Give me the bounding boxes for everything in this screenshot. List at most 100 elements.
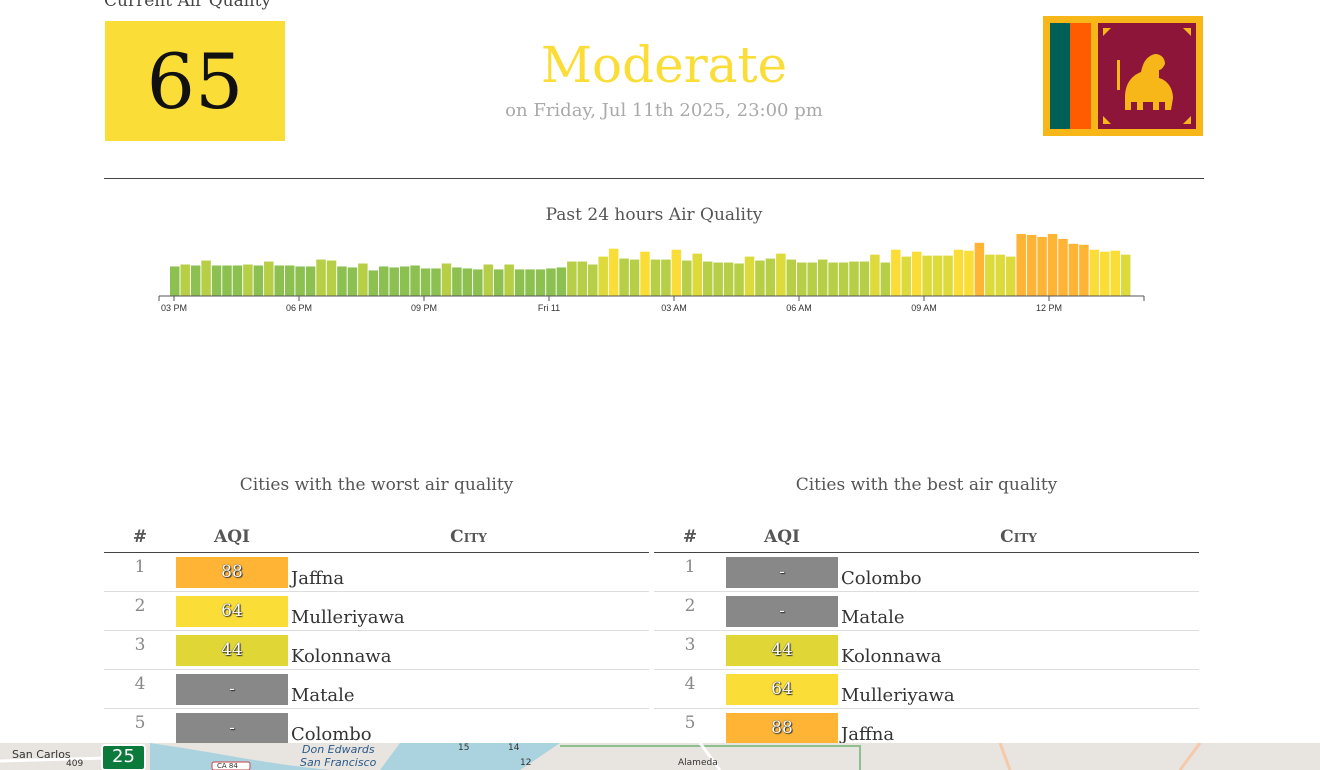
- aqi-badge: -: [176, 673, 288, 705]
- aqi-cell: 44: [176, 630, 288, 670]
- city-link[interactable]: Matale: [838, 591, 1199, 631]
- table-row[interactable]: 3 44 Kolonnawa: [104, 630, 649, 670]
- chart-bar: [483, 264, 493, 296]
- chart-bar: [922, 255, 932, 296]
- table-row[interactable]: 4- Matale: [104, 669, 649, 709]
- chart-x-tick-label: 09 PM: [411, 303, 437, 313]
- chart-bar: [274, 265, 284, 296]
- chart-bar: [723, 262, 734, 296]
- chart-bar: [170, 266, 180, 296]
- aqi-cell: 88: [176, 552, 288, 592]
- city-link[interactable]: Colombo: [288, 708, 649, 748]
- chart-bar: [817, 259, 828, 296]
- table-row[interactable]: 4 64 Mulleriyawa: [654, 669, 1199, 709]
- rank-cell: 4: [654, 669, 726, 709]
- chart-bar: [1026, 234, 1037, 296]
- chart-bar: [901, 256, 911, 296]
- aqi-badge: 64: [176, 595, 288, 627]
- aqi-cell: 64: [726, 669, 838, 709]
- aqi-badge: -: [726, 556, 838, 588]
- chart-bar: [807, 262, 817, 296]
- chart-bar: [243, 264, 253, 296]
- aqi-timestamp: on Friday, Jul 11th 2025, 23:00 pm: [505, 100, 823, 121]
- map-label: 12: [520, 758, 532, 768]
- map-label: San Francisco: [300, 756, 377, 769]
- table-row[interactable]: 2 64 Mulleriyawa: [104, 591, 649, 631]
- rank-cell: 1: [654, 552, 726, 592]
- chart-bar: [974, 242, 985, 296]
- chart-bar: [1079, 244, 1089, 296]
- chart-bar: [1120, 254, 1131, 296]
- chart-bar: [389, 267, 399, 296]
- city-link[interactable]: Colombo: [838, 552, 1199, 592]
- chart-bar: [452, 267, 462, 296]
- chart-bar: [462, 268, 473, 296]
- chart-bar: [1110, 250, 1120, 296]
- city-link[interactable]: Mulleriyawa: [838, 669, 1199, 709]
- rank-cell: 2: [654, 591, 726, 631]
- city-link[interactable]: Matale: [288, 669, 649, 709]
- map-background: [0, 743, 1320, 770]
- chart-bar: [358, 263, 368, 296]
- chart-bar: [870, 254, 880, 296]
- chart-bar: [702, 261, 713, 296]
- rank-cell: 4: [104, 669, 176, 709]
- aqi-cell: -: [726, 552, 838, 592]
- chart-bar: [441, 263, 452, 296]
- aqi-cell: 64: [176, 591, 288, 631]
- chart-bar: [619, 258, 629, 296]
- city-link[interactable]: Jaffna: [288, 552, 649, 592]
- aqi-header: AQI: [176, 522, 288, 553]
- aqi-status: Moderate: [540, 36, 788, 94]
- chart-bar: [232, 265, 243, 296]
- map-strip[interactable]: San Carlos 25 Don Edwards San Francisco …: [0, 743, 1320, 770]
- chart-bar: [222, 265, 232, 296]
- table-row[interactable]: 2- Matale: [654, 591, 1199, 631]
- chart-bar: [744, 256, 755, 296]
- table-row[interactable]: 1- Colombo: [654, 552, 1199, 592]
- chart-x-tick-label: 03 AM: [661, 303, 687, 313]
- rank-cell: 5: [654, 708, 726, 748]
- chart-bar: [985, 254, 995, 296]
- chart-bar: [556, 267, 567, 296]
- city-header: City: [288, 522, 649, 553]
- chart-bar: [493, 269, 504, 296]
- aqi-badge: 44: [726, 634, 838, 666]
- city-header: City: [838, 522, 1199, 553]
- rank-header: #: [654, 522, 726, 553]
- table-row[interactable]: 5- Colombo: [104, 708, 649, 748]
- aqi-cell: -: [726, 591, 838, 631]
- chart-bar: [420, 268, 431, 296]
- chart-bar: [629, 259, 640, 296]
- map-label: 14: [508, 743, 520, 753]
- chart-bar: [577, 261, 588, 296]
- city-link[interactable]: Mulleriyawa: [288, 591, 649, 631]
- city-link[interactable]: Kolonnawa: [288, 630, 649, 670]
- map-label: Don Edwards: [302, 743, 375, 756]
- chart-bar: [504, 264, 514, 296]
- city-link[interactable]: Kolonnawa: [838, 630, 1199, 670]
- table-row[interactable]: 1 88 Jaffna: [104, 552, 649, 592]
- chart-bar: [765, 258, 776, 296]
- rank-cell: 3: [654, 630, 726, 670]
- table-row[interactable]: 3 44 Kolonnawa: [654, 630, 1199, 670]
- chart-bar: [399, 266, 410, 296]
- chart-bar: [598, 256, 608, 296]
- chart-bar: [755, 260, 765, 296]
- table-row[interactable]: 5 88 Jaffna: [654, 708, 1199, 748]
- worst-cities-table: # AQI City 1 88 Jaffna 2 64 Mulleriyawa 3 44 Kol…: [104, 522, 649, 748]
- highway-shield: 25: [112, 746, 135, 767]
- chart-bar: [849, 261, 859, 296]
- chart-x-tick-label: 06 PM: [286, 303, 312, 313]
- chart-bar: [431, 268, 441, 296]
- rank-cell: 2: [104, 591, 176, 631]
- chart-bar: [911, 251, 922, 296]
- chart-x-tick-label: 06 AM: [786, 303, 812, 313]
- chart-bar: [797, 262, 807, 296]
- chart-bar: [1037, 236, 1047, 296]
- map-label: 409: [66, 759, 84, 769]
- chart-bar: [932, 255, 943, 296]
- rank-cell: 5: [104, 708, 176, 748]
- city-link[interactable]: Jaffna: [838, 708, 1199, 748]
- chart-bar: [1068, 243, 1079, 296]
